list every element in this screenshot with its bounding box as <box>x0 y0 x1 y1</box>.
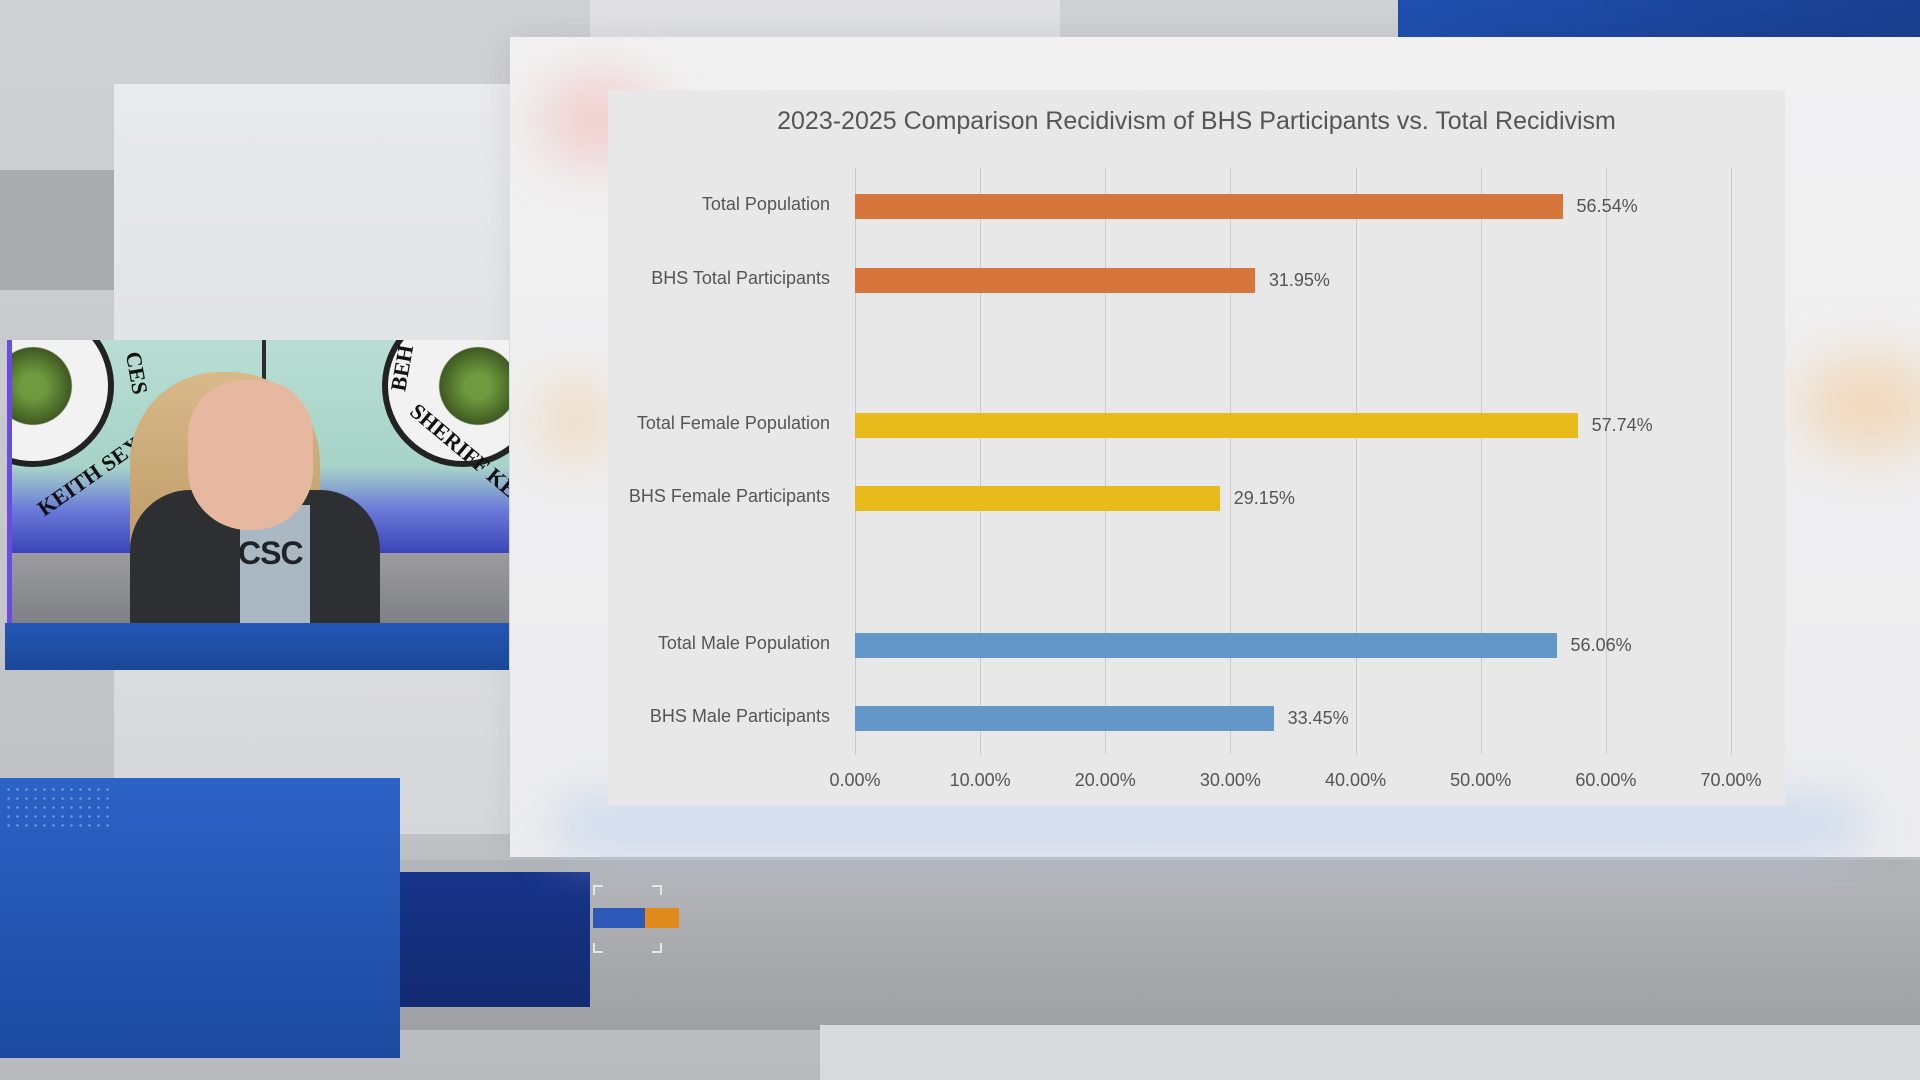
background-dot-pattern <box>4 785 109 830</box>
category-label: BHS Total Participants <box>651 268 830 288</box>
x-gridline <box>1355 168 1357 755</box>
bar <box>855 486 1220 511</box>
x-gridline <box>1105 168 1107 755</box>
x-gridline <box>855 168 856 755</box>
bracket-corner <box>652 943 662 953</box>
background-glow <box>560 800 1860 850</box>
accent-orange-chip <box>645 908 679 928</box>
x-tick-label: 10.00% <box>949 770 1011 790</box>
x-tick-label: 20.00% <box>1074 770 1136 790</box>
value-label: 29.15% <box>1233 488 1295 508</box>
background-left-band <box>0 170 115 290</box>
background-glow <box>540 380 610 460</box>
chart-title: 2023-2025 Comparison Recidivism of BHS P… <box>777 107 1616 135</box>
category-label: BHS Female Participants <box>628 486 830 506</box>
category-label: Total Female Population <box>636 413 830 433</box>
bar <box>855 633 1557 658</box>
background-top-panel <box>590 0 1060 40</box>
category-label: Total Male Population <box>657 633 830 653</box>
x-gridline <box>980 168 982 755</box>
bar <box>855 194 1563 219</box>
background-glow <box>1800 360 1920 450</box>
value-label: 57.74% <box>1591 415 1653 435</box>
x-gridline <box>1230 168 1232 755</box>
background-dark-blue-block <box>400 872 590 1007</box>
tree-icon <box>7 341 78 431</box>
x-tick-label: 30.00% <box>1199 770 1261 790</box>
bracket-corner <box>593 943 603 953</box>
bar <box>855 268 1255 293</box>
category-label: BHS Male Participants <box>649 706 830 726</box>
x-gridline <box>1480 168 1482 755</box>
shirt-text: CSC <box>238 535 304 571</box>
bracket-corner <box>593 885 603 895</box>
tree-icon <box>433 341 509 431</box>
inset-video-border <box>7 340 12 623</box>
bracket-corner <box>652 885 662 895</box>
x-tick-label: 0.00% <box>829 770 881 790</box>
x-tick-label: 70.00% <box>1700 770 1762 790</box>
bar <box>855 413 1578 438</box>
seal-logo-left <box>7 340 114 467</box>
background-floor <box>820 1025 1920 1080</box>
bar <box>855 706 1274 731</box>
seal-left-text-2: CES <box>120 349 153 397</box>
x-tick-label: 50.00% <box>1450 770 1512 790</box>
value-label: 56.54% <box>1576 196 1638 216</box>
background-top-blue-bar <box>1398 0 1920 38</box>
value-label: 33.45% <box>1287 708 1349 728</box>
x-tick-label: 60.00% <box>1575 770 1637 790</box>
x-tick-label: 40.00% <box>1325 770 1387 790</box>
value-label: 56.06% <box>1570 635 1632 655</box>
x-gridline <box>1731 168 1732 755</box>
person-face <box>188 380 313 530</box>
category-label: Total Population <box>701 194 830 214</box>
x-gridline <box>1605 168 1607 755</box>
accent-blue-chip <box>593 908 645 928</box>
lower-third-bar <box>5 623 509 670</box>
value-label: 31.95% <box>1268 270 1330 290</box>
